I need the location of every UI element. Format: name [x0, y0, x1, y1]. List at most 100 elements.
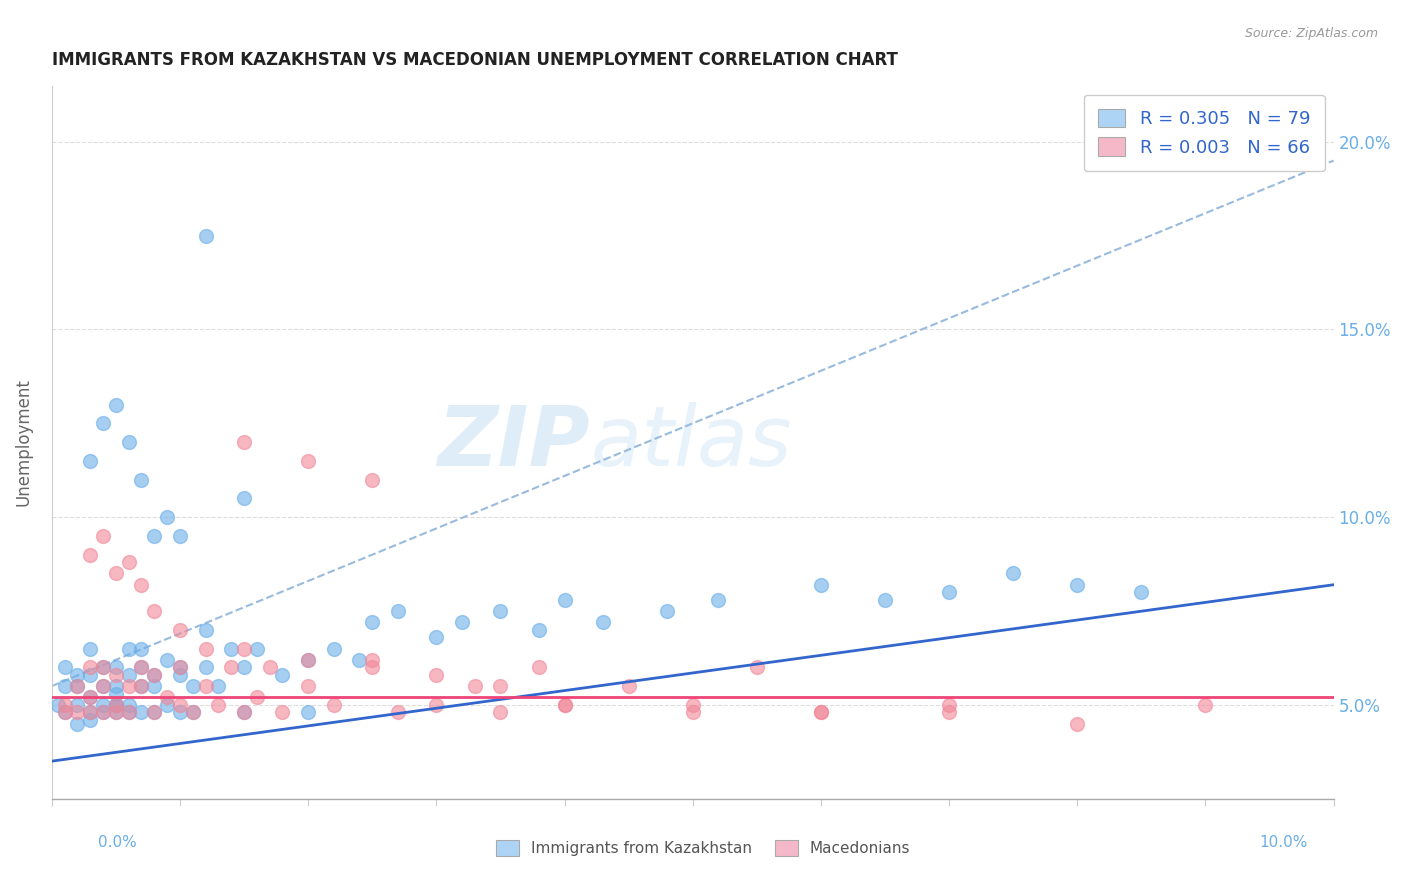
Point	[79, 713, 101, 727]
Point	[131, 660, 153, 674]
Point	[169, 529, 191, 543]
Point	[143, 668, 166, 682]
Point	[53, 660, 76, 674]
Point	[1194, 698, 1216, 712]
Point	[682, 698, 704, 712]
Point	[387, 706, 409, 720]
Point	[1066, 716, 1088, 731]
Point	[104, 706, 127, 720]
Point	[361, 660, 384, 674]
Point	[104, 687, 127, 701]
Point	[271, 706, 294, 720]
Text: 10.0%: 10.0%	[1260, 836, 1308, 850]
Point	[349, 653, 371, 667]
Point	[246, 690, 269, 705]
Point	[489, 604, 512, 618]
Point	[46, 698, 69, 712]
Point	[156, 698, 179, 712]
Point	[91, 679, 114, 693]
Point	[91, 660, 114, 674]
Point	[156, 653, 179, 667]
Point	[592, 615, 614, 630]
Point	[464, 679, 486, 693]
Point	[246, 641, 269, 656]
Point	[938, 585, 960, 599]
Point	[181, 706, 204, 720]
Point	[91, 529, 114, 543]
Point	[271, 668, 294, 682]
Point	[194, 679, 217, 693]
Point	[104, 668, 127, 682]
Point	[118, 555, 141, 569]
Point	[104, 679, 127, 693]
Point	[53, 706, 76, 720]
Point	[207, 698, 229, 712]
Point	[91, 698, 114, 712]
Point	[91, 706, 114, 720]
Point	[553, 698, 575, 712]
Text: ZIP: ZIP	[437, 401, 591, 483]
Point	[66, 668, 89, 682]
Point	[118, 641, 141, 656]
Point	[207, 679, 229, 693]
Point	[169, 668, 191, 682]
Point	[297, 706, 319, 720]
Point	[259, 660, 281, 674]
Text: atlas: atlas	[591, 401, 792, 483]
Point	[194, 623, 217, 637]
Point	[873, 592, 896, 607]
Point	[425, 698, 447, 712]
Point	[425, 630, 447, 644]
Point	[194, 641, 217, 656]
Point	[297, 653, 319, 667]
Point	[118, 706, 141, 720]
Point	[233, 641, 256, 656]
Point	[104, 398, 127, 412]
Text: 0.0%: 0.0%	[98, 836, 138, 850]
Point	[361, 473, 384, 487]
Point	[104, 698, 127, 712]
Point	[387, 604, 409, 618]
Point	[143, 668, 166, 682]
Point	[143, 706, 166, 720]
Point	[118, 698, 141, 712]
Legend: Immigrants from Kazakhstan, Macedonians: Immigrants from Kazakhstan, Macedonians	[489, 834, 917, 862]
Point	[181, 706, 204, 720]
Point	[79, 706, 101, 720]
Point	[79, 548, 101, 562]
Point	[322, 641, 344, 656]
Point	[118, 706, 141, 720]
Point	[810, 706, 832, 720]
Point	[91, 706, 114, 720]
Point	[131, 706, 153, 720]
Point	[553, 698, 575, 712]
Point	[104, 566, 127, 581]
Point	[66, 679, 89, 693]
Point	[745, 660, 768, 674]
Point	[131, 473, 153, 487]
Point	[91, 679, 114, 693]
Point	[79, 641, 101, 656]
Point	[810, 706, 832, 720]
Point	[489, 706, 512, 720]
Point	[104, 698, 127, 712]
Point	[79, 706, 101, 720]
Point	[233, 491, 256, 506]
Point	[131, 660, 153, 674]
Legend: R = 0.305   N = 79, R = 0.003   N = 66: R = 0.305 N = 79, R = 0.003 N = 66	[1084, 95, 1324, 171]
Point	[527, 660, 550, 674]
Point	[66, 679, 89, 693]
Point	[181, 679, 204, 693]
Point	[118, 668, 141, 682]
Point	[143, 679, 166, 693]
Point	[233, 435, 256, 450]
Point	[233, 706, 256, 720]
Point	[707, 592, 730, 607]
Point	[810, 578, 832, 592]
Point	[1066, 578, 1088, 592]
Point	[233, 706, 256, 720]
Point	[79, 660, 101, 674]
Point	[79, 690, 101, 705]
Point	[169, 623, 191, 637]
Y-axis label: Unemployment: Unemployment	[15, 378, 32, 506]
